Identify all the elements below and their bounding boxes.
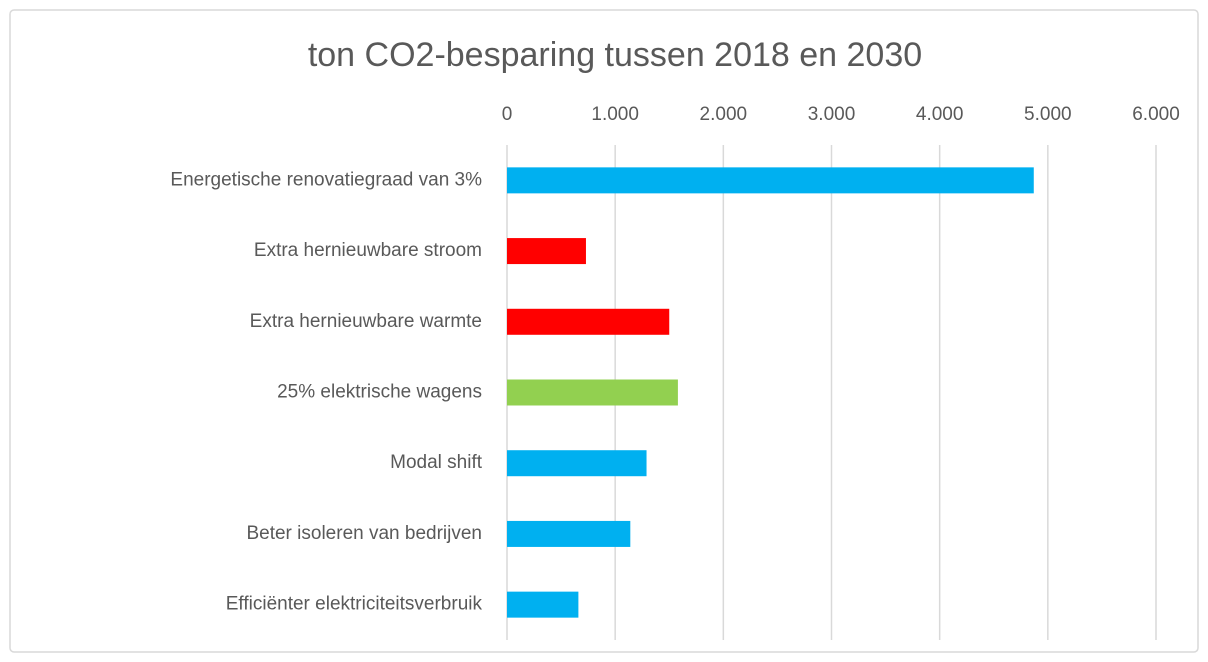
chart-title: ton CO2-besparing tussen 2018 en 2030 — [308, 36, 922, 74]
bar — [507, 379, 678, 406]
bar — [507, 238, 586, 265]
x-tick-label: 6.000 — [1132, 104, 1180, 125]
bar — [507, 520, 631, 547]
category-label: Energetische renovatiegraad van 3% — [170, 169, 482, 190]
category-label: Modal shift — [390, 452, 483, 473]
x-tick-label: 4.000 — [916, 104, 964, 125]
x-tick-label: 2.000 — [700, 104, 748, 125]
category-label: Efficiënter elektriciteitsverbruik — [226, 594, 483, 615]
x-tick-label: 3.000 — [808, 104, 856, 125]
category-label: Extra hernieuwbare stroom — [254, 240, 482, 261]
category-label: 25% elektrische wagens — [277, 382, 482, 403]
bar — [507, 167, 1034, 194]
bar — [507, 591, 579, 618]
x-tick-label: 1.000 — [591, 104, 639, 125]
category-label: Beter isoleren van bedrijven — [246, 523, 482, 544]
category-label: Extra hernieuwbare warmte — [250, 311, 482, 332]
bar — [507, 308, 670, 335]
x-tick-label: 5.000 — [1024, 104, 1072, 125]
x-tick-label: 0 — [502, 104, 513, 125]
bar — [507, 450, 647, 477]
